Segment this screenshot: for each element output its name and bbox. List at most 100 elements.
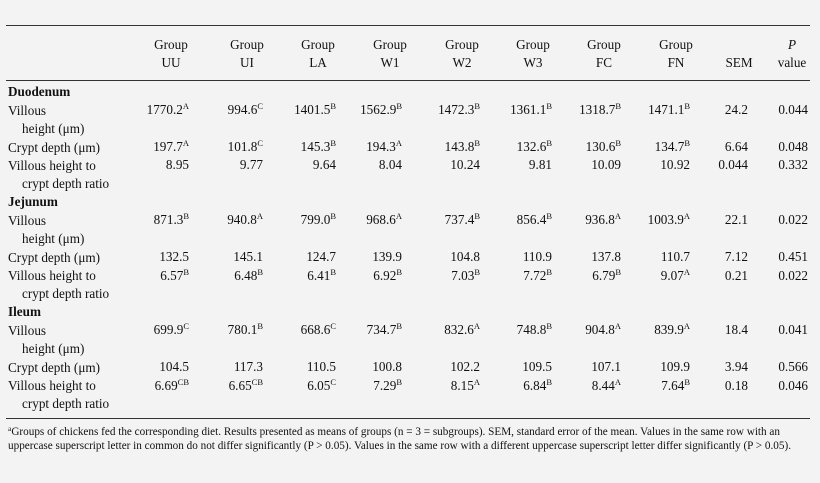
cell-value: 0.21 (724, 268, 748, 283)
cell-value: 109.5 (522, 359, 552, 374)
cell-value: 9.64 (312, 157, 336, 172)
table-cell: 9.77 (240, 157, 263, 173)
cell-superscript: B (615, 101, 621, 111)
cell-value: 6.48 (234, 268, 258, 283)
cell-superscript: B (615, 267, 621, 277)
cell-superscript: B (396, 101, 402, 111)
cell-value: 799.0 (300, 212, 331, 227)
cell-superscript: B (546, 101, 552, 111)
cell-superscript: C (257, 138, 263, 148)
cell-value: 6.84 (523, 378, 547, 393)
cell-value: 134.7 (654, 139, 685, 154)
section-heading: Duodenum (8, 84, 71, 99)
cell-value: 0.451 (778, 249, 808, 264)
cell-value: 124.7 (306, 249, 336, 264)
table-cell: 117.3 (234, 359, 263, 375)
column-header-line2: UU (161, 55, 181, 70)
table-cell: 143.8B (445, 139, 480, 155)
column-header-line1: P (787, 37, 797, 52)
table-cell: 8.15A (451, 378, 480, 394)
table-cell: 8.04 (379, 157, 402, 173)
table-cell: 940.8A (227, 212, 263, 228)
table-cell: 7.29B (373, 378, 402, 394)
column-header-line2: value (777, 55, 807, 70)
table-cell: 107.1 (591, 359, 621, 375)
table-cell: 134.7B (655, 139, 690, 155)
table-cell: 10.92 (660, 157, 690, 173)
cell-value: 18.4 (724, 322, 748, 337)
cell-superscript: C (257, 101, 263, 111)
column-header: SEM (699, 36, 779, 72)
row-label-line2: crypt depth ratio (22, 176, 110, 191)
row-label-line1: Crypt depth (μm) (8, 250, 101, 265)
table-cell: 8.44A (592, 378, 621, 394)
table-cell: 839.9A (654, 322, 690, 338)
table-cell: 6.05C (307, 378, 336, 394)
column-header-line2: W2 (452, 55, 472, 70)
cell-value: 8.15 (450, 378, 474, 393)
cell-value: 0.041 (778, 322, 808, 337)
cell-superscript: A (473, 377, 480, 387)
table-cell: 10.24 (450, 157, 480, 173)
column-header-line2: FC (595, 55, 613, 70)
cell-value: 1361.1 (510, 102, 547, 117)
cell-value: 8.95 (165, 157, 189, 172)
table-cell: 1562.9B (360, 102, 402, 118)
cell-value: 10.24 (450, 157, 480, 172)
row-label-line1: Villous (8, 103, 47, 118)
row-label-line2: crypt depth ratio (22, 396, 110, 411)
cell-superscript: C (330, 321, 336, 331)
table-cell: 832.6A (444, 322, 480, 338)
table-cell: 102.2 (450, 359, 480, 375)
cell-superscript: B (330, 267, 336, 277)
column-header: Group W1 (350, 36, 430, 72)
cell-value: 1003.9 (647, 212, 684, 227)
cell-value: 6.64 (724, 139, 748, 154)
table-cell: 24.2 (725, 102, 748, 118)
cell-value: 110.7 (660, 249, 690, 264)
cell-superscript: A (614, 377, 621, 387)
cell-superscript: B (684, 377, 690, 387)
cell-superscript: A (614, 321, 621, 331)
cell-superscript: B (257, 321, 263, 331)
cell-value: 737.4 (444, 212, 475, 227)
cell-value: 1562.9 (360, 102, 397, 117)
column-header-line2: FN (667, 55, 685, 70)
table-cell: 110.5 (307, 359, 336, 375)
cell-superscript: B (684, 138, 690, 148)
cell-value: 143.8 (444, 139, 475, 154)
cell-value: 110.5 (306, 359, 336, 374)
table-cell: 871.3B (154, 212, 189, 228)
cell-superscript: B (546, 377, 552, 387)
cell-superscript: B (474, 138, 480, 148)
table-cell: 9.81 (529, 157, 552, 173)
table-cell: 3.94 (725, 359, 748, 375)
table-cell: 7.03B (451, 268, 480, 284)
table-cell: 1318.7B (579, 102, 621, 118)
cell-superscript: B (474, 267, 480, 277)
cell-value: 936.8 (585, 212, 615, 227)
row-label-line2: crypt depth ratio (22, 286, 110, 301)
table-cell: 0.451 (778, 249, 808, 265)
row-label: Villous height (μm) (8, 212, 84, 248)
cell-value: 0.044 (718, 157, 748, 172)
cell-value: 7.12 (724, 249, 748, 264)
cell-value: 197.7 (153, 139, 183, 154)
cell-superscript: A (683, 321, 690, 331)
column-header: Group W3 (493, 36, 573, 72)
table-cell: 109.5 (522, 359, 552, 375)
table-cell: 6.48B (234, 268, 263, 284)
cell-superscript: B (396, 377, 402, 387)
cell-superscript: C (330, 377, 336, 387)
cell-value: 9.81 (528, 157, 552, 172)
cell-value: 0.022 (778, 268, 808, 283)
cell-value: 1471.1 (648, 102, 685, 117)
row-label: Villous height to crypt depth ratio (8, 377, 109, 413)
cell-value: 145.1 (233, 249, 263, 264)
cell-value: 0.18 (724, 378, 748, 393)
table-cell: 194.3A (366, 139, 402, 155)
table-cell: 104.8 (450, 249, 480, 265)
cell-value: 968.6 (366, 212, 396, 227)
cell-value: 1472.3 (438, 102, 475, 117)
